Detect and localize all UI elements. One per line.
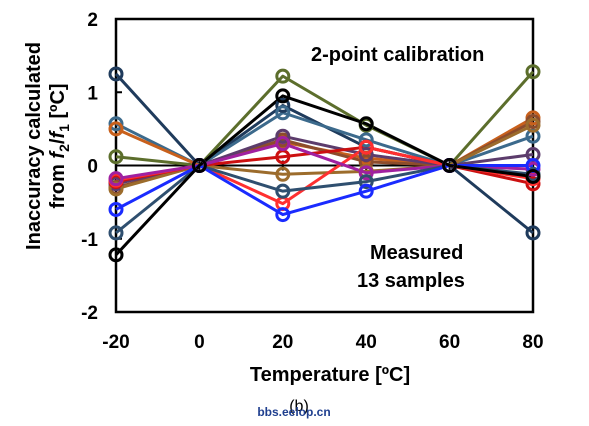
data-point [108, 247, 124, 263]
data-point [525, 225, 541, 241]
data-point [358, 147, 374, 163]
y-tick-label: -1 [81, 230, 98, 251]
y-axis-title-part: / [47, 138, 69, 144]
x-tick-label: 0 [194, 332, 205, 353]
data-point [108, 116, 124, 132]
data-point [108, 225, 124, 241]
data-point [108, 149, 124, 165]
data-point [525, 64, 541, 80]
data-point [275, 136, 291, 152]
data-point [525, 117, 541, 133]
y-axis-title-part: 1 [56, 124, 72, 132]
x-axis-title: Temperature [ºC] [250, 364, 410, 386]
data-point [275, 183, 291, 199]
data-point [108, 181, 124, 197]
x-tick-label: 80 [522, 332, 543, 353]
data-point [191, 158, 207, 173]
y-tick-label: -2 [81, 303, 98, 324]
y-axis-title-line1: Inaccuracy calculated [23, 42, 45, 250]
y-axis-title: Inaccuracy calculated from f2/f1 [ºC] [23, 42, 72, 250]
y-axis-title-part: 2 [56, 144, 72, 152]
figure-caption: (b) [289, 398, 309, 415]
data-point [275, 105, 291, 121]
data-point [275, 128, 291, 144]
y-tick-label: 0 [87, 157, 98, 178]
series-line-13 [114, 94, 534, 256]
data-point [525, 168, 541, 184]
data-point [525, 176, 541, 192]
watermark-text: bbs.eelop.cn [257, 405, 330, 419]
plot-area: -20 0 20 40 60 80 2 1 0 -1 -2 [81, 10, 543, 353]
y-axis-title-part: from [47, 159, 69, 209]
x-tick-label: -20 [102, 332, 129, 353]
x-tick-label: 20 [272, 332, 293, 353]
data-point [108, 171, 124, 187]
x-ticks: -20 0 20 40 60 80 [102, 160, 544, 353]
data-point [358, 165, 374, 181]
y-axis-title-part: [ºC] [47, 83, 69, 124]
annotation-sample-count: 13 samples [357, 270, 465, 292]
annotation-calibration: 2-point calibration [311, 44, 484, 66]
data-point [108, 201, 124, 217]
data-point [358, 183, 374, 199]
data-point [442, 158, 458, 173]
data-point [275, 97, 291, 113]
data-point [108, 121, 124, 137]
data-point [358, 116, 374, 132]
data-point [358, 132, 374, 148]
data-point [275, 88, 291, 104]
annotation-measured: Measured [370, 242, 463, 264]
data-point [358, 139, 374, 155]
x-tick-label: 40 [356, 332, 377, 353]
y-tick-label: 2 [87, 10, 98, 31]
data-point [275, 68, 291, 84]
series-layer [108, 64, 541, 263]
data-point [275, 166, 291, 182]
y-axis-title-part: f [47, 130, 69, 139]
data-point [275, 207, 291, 223]
data-point [358, 174, 374, 190]
y-axis-title-line2: from f2/f1 [ºC] [47, 83, 72, 208]
y-ticks: 2 1 0 -1 -2 [81, 10, 122, 324]
y-tick-label: 1 [87, 83, 98, 104]
series-line-12 [115, 164, 533, 217]
data-point [108, 66, 124, 82]
x-tick-label: 60 [439, 332, 460, 353]
y-axis-title-part: f [47, 150, 69, 159]
series-line-2 [115, 70, 535, 167]
